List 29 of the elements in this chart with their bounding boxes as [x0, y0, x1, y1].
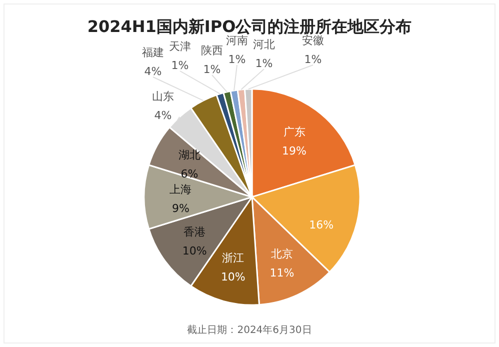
slice-label: 香港	[184, 225, 206, 238]
slice-label: 天津	[169, 40, 191, 53]
slice-label: 山东	[152, 90, 174, 103]
data-label: 10%	[182, 244, 207, 258]
data-label: 1%	[203, 63, 221, 76]
slice-label: 湖北	[178, 148, 200, 162]
slice-label: 福建	[142, 46, 164, 59]
slice-label: 广东	[283, 126, 306, 139]
data-label: 1%	[255, 57, 273, 70]
data-label: 9%	[172, 202, 190, 215]
slice-label: 陕西	[201, 44, 223, 57]
data-label: 16%	[309, 218, 334, 232]
data-label: 1%	[171, 59, 189, 72]
slice-label: 浙江	[222, 252, 244, 265]
slice-label: 安徽	[302, 34, 324, 47]
slice-label: 河北	[253, 38, 275, 51]
data-label: 1%	[304, 53, 322, 66]
data-label: 4%	[144, 65, 162, 78]
slice-label: 上海	[170, 183, 192, 196]
data-label: 6%	[180, 168, 198, 181]
data-label: 11%	[270, 266, 294, 280]
data-label: 4%	[154, 109, 172, 122]
chart-title: 2024H1国内新IPO公司的注册所在地区分布	[87, 17, 412, 36]
data-label: 19%	[282, 144, 307, 158]
slice-label: 河南	[226, 34, 248, 47]
data-label: 10%	[220, 270, 246, 284]
slice-label: 北京	[271, 248, 294, 261]
data-label: 1%	[228, 53, 246, 66]
text: 截止日期：2024年6月30日	[187, 324, 312, 336]
